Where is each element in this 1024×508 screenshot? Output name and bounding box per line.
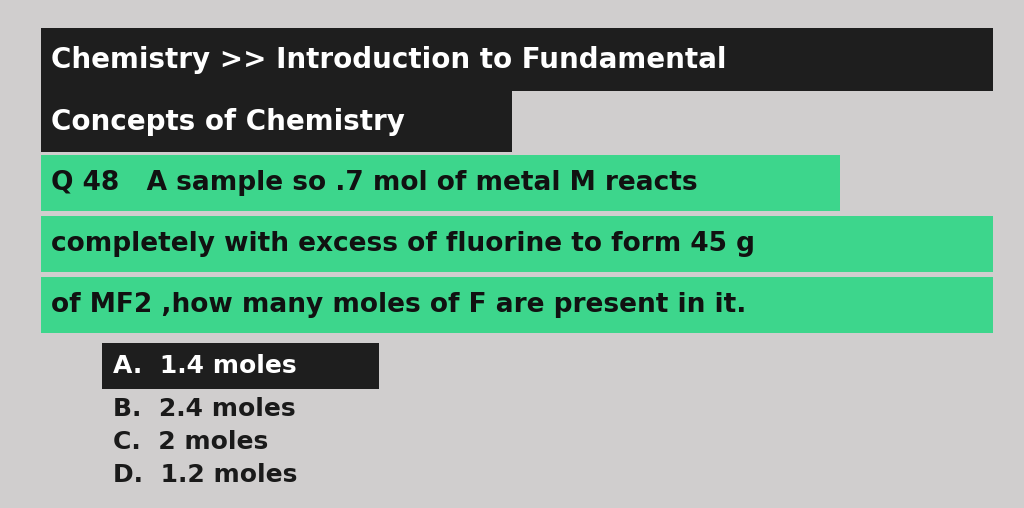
Text: Concepts of Chemistry: Concepts of Chemistry xyxy=(51,108,406,136)
Text: Chemistry >> Introduction to Fundamental: Chemistry >> Introduction to Fundamental xyxy=(51,46,727,74)
Text: Q 48   A sample so .7 mol of metal M reacts: Q 48 A sample so .7 mol of metal M react… xyxy=(51,170,697,196)
FancyBboxPatch shape xyxy=(41,155,840,211)
FancyBboxPatch shape xyxy=(41,91,512,152)
FancyBboxPatch shape xyxy=(102,343,379,389)
FancyBboxPatch shape xyxy=(41,216,993,272)
Text: C.  2 moles: C. 2 moles xyxy=(113,430,268,454)
Text: D.  1.2 moles: D. 1.2 moles xyxy=(113,463,297,487)
Text: of MF2 ,how many moles of F are present in it.: of MF2 ,how many moles of F are present … xyxy=(51,292,746,318)
Text: B.  2.4 moles: B. 2.4 moles xyxy=(113,397,295,421)
FancyBboxPatch shape xyxy=(41,277,993,333)
FancyBboxPatch shape xyxy=(41,28,993,91)
Text: A.  1.4 moles: A. 1.4 moles xyxy=(113,354,296,378)
Text: completely with excess of fluorine to form 45 g: completely with excess of fluorine to fo… xyxy=(51,231,756,257)
